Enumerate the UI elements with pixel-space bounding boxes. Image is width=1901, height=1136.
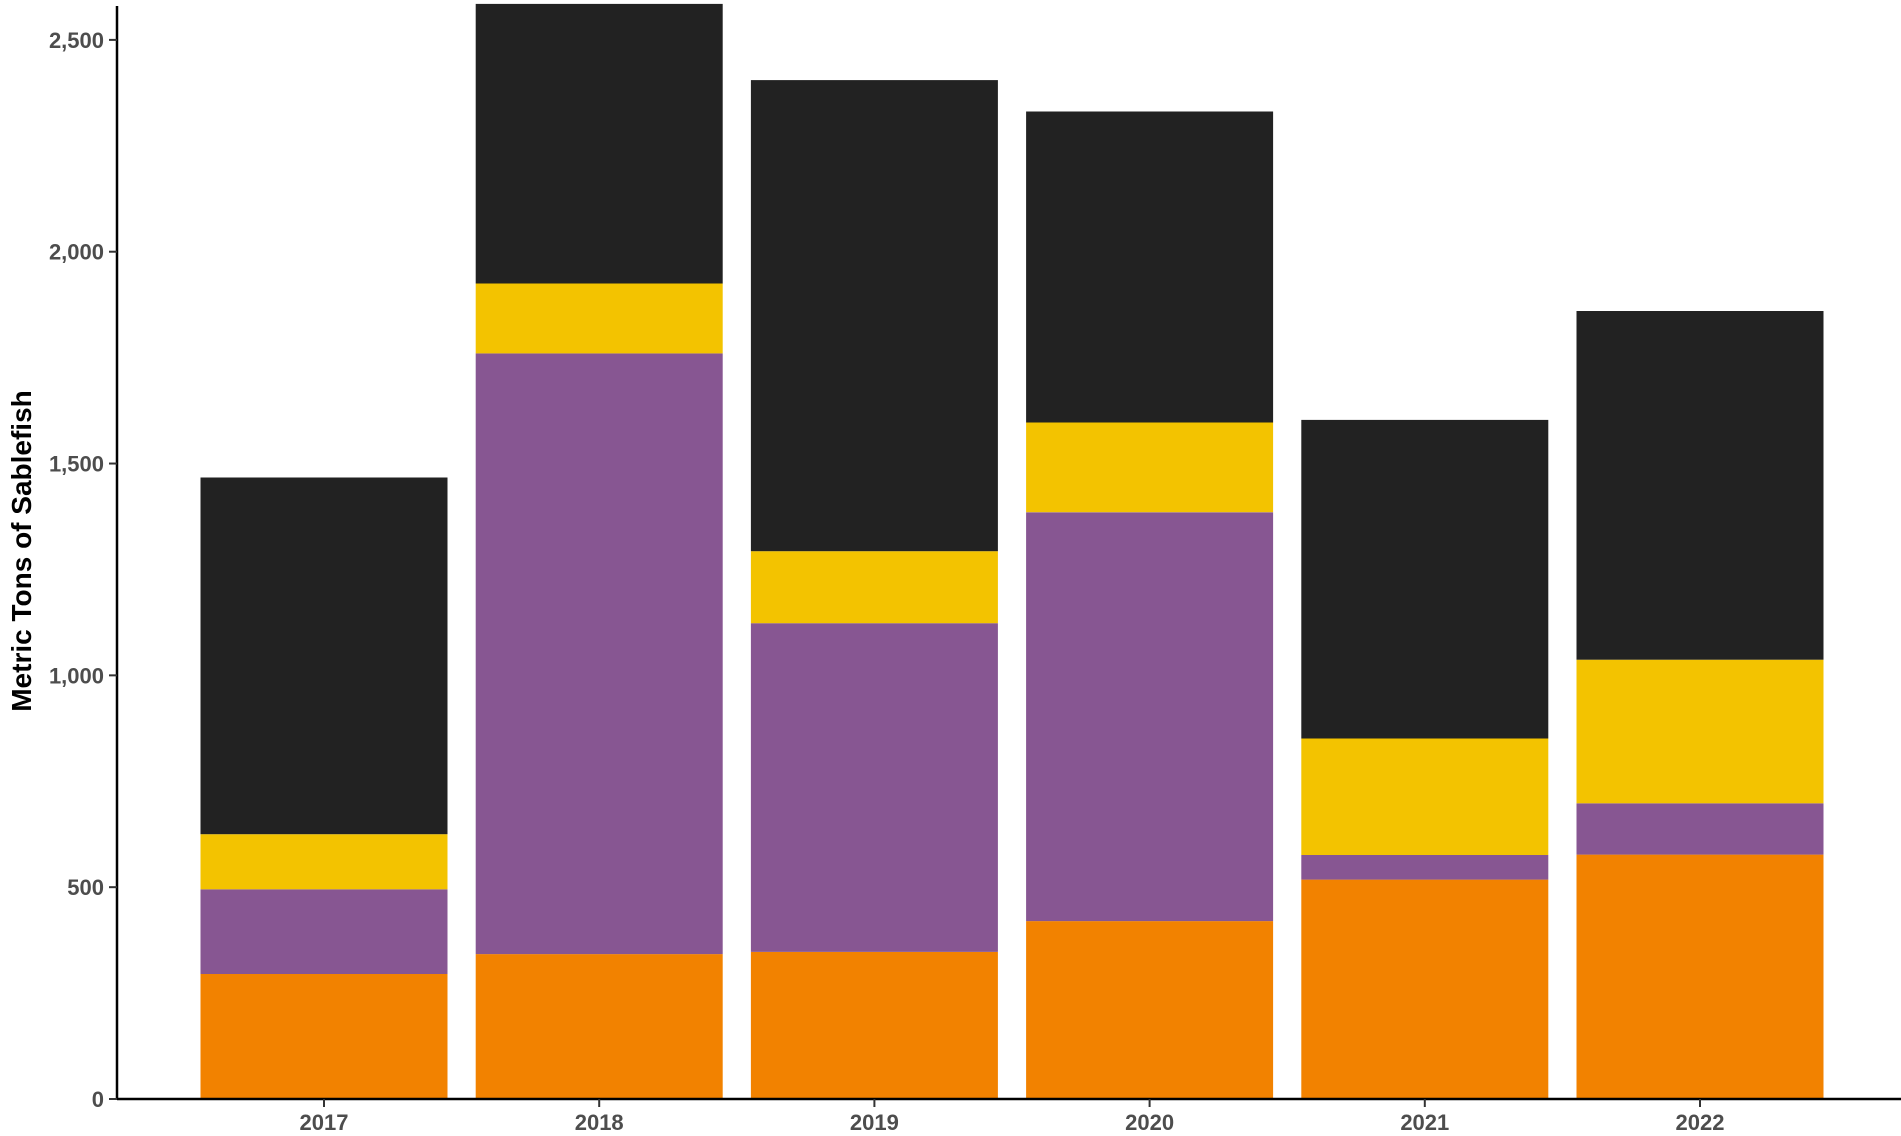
y-tick-label: 0 [92, 1087, 104, 1112]
x-tick-label-2019: 2019 [850, 1110, 899, 1135]
y-axis: 0 500 1,000 1,500 2,000 2,500 [49, 6, 119, 1112]
bars-layer [200, 3, 1824, 1099]
bar-2019-series-3 [750, 551, 998, 624]
bar-2020-series-2 [1026, 512, 1274, 922]
y-tick-label: 2,500 [49, 28, 104, 53]
y-tick-label: 1,500 [49, 452, 104, 477]
bar-2018-series-2 [475, 353, 723, 955]
bar-2017-series-4 [200, 477, 448, 835]
x-tick-label-2017: 2017 [300, 1110, 349, 1135]
bar-2018-series-3 [475, 283, 723, 354]
bar-2017-series-3 [200, 834, 448, 890]
x-tick-label-2021: 2021 [1400, 1110, 1449, 1135]
bar-2018-series-1 [475, 954, 723, 1099]
bar-2022-series-4 [1576, 311, 1824, 660]
bar-2022-series-3 [1576, 659, 1824, 804]
bar-2020-series-3 [1026, 422, 1274, 513]
bar-2021-series-4 [1301, 419, 1549, 739]
bar-2020-series-1 [1026, 921, 1274, 1099]
bar-2021-series-3 [1301, 738, 1549, 855]
bar-2019-series-2 [750, 623, 998, 952]
bar-2020-series-4 [1026, 111, 1274, 423]
bar-2017-series-2 [200, 889, 448, 974]
y-axis-title: Metric Tons of Sablefish [6, 390, 37, 712]
bar-2022-series-1 [1576, 854, 1824, 1099]
x-tick-label-2018: 2018 [575, 1110, 624, 1135]
y-tick-label: 1,000 [49, 663, 104, 688]
bar-2021-series-1 [1301, 879, 1549, 1099]
y-tick-label: 2,000 [49, 240, 104, 265]
bar-2019-series-1 [750, 952, 998, 1099]
x-tick-label-2020: 2020 [1125, 1110, 1174, 1135]
x-tick-label-2022: 2022 [1676, 1110, 1725, 1135]
bar-2022-series-2 [1576, 803, 1824, 855]
x-axis: 2017 2018 2019 2020 2021 2022 [117, 1097, 1901, 1135]
bar-2021-series-2 [1301, 855, 1549, 880]
bar-2019-series-4 [750, 80, 998, 552]
bar-2017-series-1 [200, 974, 448, 1099]
bar-2018-series-4 [475, 3, 723, 284]
y-tick-label: 500 [67, 875, 104, 900]
